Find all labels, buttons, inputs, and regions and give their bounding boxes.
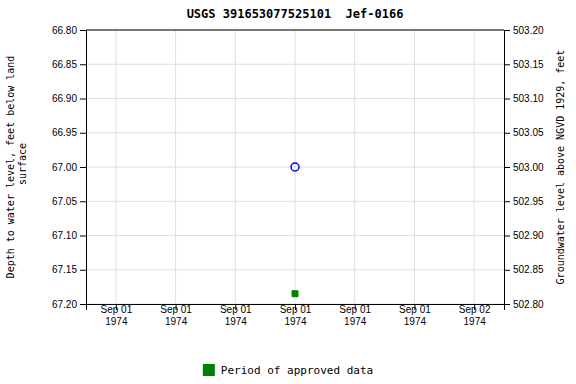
- y-tick: 66.80: [52, 25, 86, 36]
- y2-tick-label: 502.95: [513, 196, 544, 207]
- y2-tick-label: 503.15: [513, 59, 544, 70]
- y2-tick: 503.10: [504, 93, 544, 104]
- grid-line: [235, 30, 236, 304]
- tick-mark: [504, 64, 510, 65]
- axis-domain: [505, 31, 511, 305]
- x-tick: Sep 011974: [101, 304, 133, 327]
- y-tick-label: 67.15: [52, 264, 77, 275]
- y2-tick: 503.05: [504, 127, 544, 138]
- axis-domain: [80, 31, 87, 305]
- x-tick: Sep 021974: [459, 304, 491, 327]
- title: USGS 391653077525101 Jef-0166: [187, 7, 404, 21]
- y-tick-label: 66.95: [52, 127, 77, 138]
- y-axis: 66.80 66.85 66.90 66.95 67.00 67.05 67.10 67.15…: [52, 25, 87, 310]
- y2-tick: 503.15: [504, 59, 544, 70]
- point: [292, 291, 298, 297]
- y-tick: 67.15: [52, 264, 86, 275]
- y-tick-label: 67.00: [52, 162, 77, 173]
- tick-mark: [80, 304, 86, 305]
- y-tick-label: 67.05: [52, 196, 77, 207]
- y-tick-label: 66.85: [52, 59, 77, 70]
- legend-item: Period of approved data: [203, 364, 373, 377]
- plot-frame: [86, 30, 504, 31]
- tick-mark: [504, 99, 510, 100]
- x-tick-label: Sep 021974: [459, 304, 491, 327]
- x-tick-label: Sep 011974: [160, 304, 192, 327]
- x-tick-label: Sep 011974: [220, 304, 252, 327]
- chart: Sep 011974 Sep 011974 Sep 011974 Sep 011974…: [0, 0, 576, 384]
- x-tick: Sep 011974: [399, 304, 431, 327]
- y-tick: 67.10: [52, 230, 86, 241]
- tick-mark: [80, 133, 86, 134]
- y-tick-label: 67.10: [52, 230, 77, 241]
- grid-line: [175, 30, 176, 304]
- x-tick-label: Sep 011974: [280, 304, 312, 327]
- y2-axis: 503.20 503.15 503.10 503.05 503.00 502.95 502.…: [504, 25, 544, 310]
- tick-mark: [80, 99, 86, 100]
- legend-label: Period of approved data: [221, 364, 373, 377]
- y-tick-label: 66.90: [52, 93, 77, 104]
- y2-tick-label: 503.10: [513, 93, 544, 104]
- y2-tick: 502.85: [504, 264, 544, 275]
- y2-tick-label: 502.85: [513, 264, 544, 275]
- y2-axis-label: Groundwater level above NGVD 1929, feet: [555, 50, 566, 285]
- y-tick: 66.85: [52, 59, 86, 70]
- tick-mark: [80, 64, 86, 65]
- x-tick: Sep 011974: [339, 304, 371, 327]
- y-tick: 66.90: [52, 93, 86, 104]
- x-tick: Sep 011974: [220, 304, 252, 327]
- marks: [291, 163, 299, 297]
- x-tick-label: Sep 011974: [399, 304, 431, 327]
- tick-mark: [504, 304, 510, 305]
- tick-mark: [504, 167, 510, 168]
- y2-tick: 503.20: [504, 25, 544, 36]
- tick-mark: [80, 236, 86, 237]
- legend: Period of approved data: [203, 364, 373, 377]
- grid-line: [115, 30, 116, 304]
- tick-mark: [504, 270, 510, 271]
- y2-tick: 502.95: [504, 196, 544, 207]
- tick-mark: [80, 270, 86, 271]
- y2-tick-label: 503.05: [513, 127, 544, 138]
- tick-mark: [80, 167, 86, 168]
- x-axis: Sep 011974 Sep 011974 Sep 011974 Sep 011974…: [87, 304, 505, 327]
- y-tick: 67.05: [52, 196, 86, 207]
- grid-line: [474, 30, 475, 304]
- x-tick-label: Sep 011974: [339, 304, 371, 327]
- plot: Sep 011974 Sep 011974 Sep 011974 Sep 011974…: [5, 25, 566, 327]
- y-tick-label: 66.80: [52, 25, 77, 36]
- grid-line: [354, 30, 355, 304]
- tick-mark: [504, 30, 510, 31]
- x-tick: Sep 011974: [280, 304, 312, 327]
- legend-swatch: [203, 364, 215, 376]
- tick-mark: [80, 30, 86, 31]
- tick-mark: [504, 236, 510, 237]
- y-tick: 67.00: [52, 162, 86, 173]
- y-tick-label: 67.20: [52, 299, 77, 310]
- grid-line: [414, 30, 415, 304]
- y-axis-label: Depth to water level, feet below land su…: [5, 56, 28, 279]
- y2-tick: 503.00: [504, 162, 544, 173]
- x-tick-label: Sep 011974: [101, 304, 133, 327]
- y-tick: 66.95: [52, 127, 86, 138]
- grid: [86, 30, 504, 304]
- grid-line: [86, 30, 504, 31]
- y2-tick-label: 502.90: [513, 230, 544, 241]
- tick-mark: [504, 133, 510, 134]
- y2-tick-label: 502.80: [513, 299, 544, 310]
- grid-line: [295, 30, 296, 304]
- y2-tick-label: 503.20: [513, 25, 544, 36]
- y-tick: 67.20: [52, 299, 86, 310]
- y2-tick: 502.80: [504, 299, 544, 310]
- y2-tick: 502.90: [504, 230, 544, 241]
- point: [291, 163, 299, 171]
- tick-mark: [504, 201, 510, 202]
- y2-tick-label: 503.00: [513, 162, 544, 173]
- x-tick: Sep 011974: [160, 304, 192, 327]
- tick-mark: [80, 201, 86, 202]
